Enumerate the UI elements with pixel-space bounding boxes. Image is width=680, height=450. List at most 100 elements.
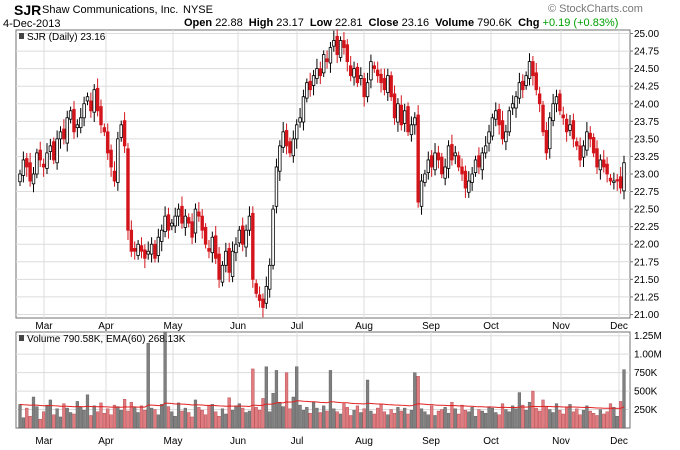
candle-body: [58, 131, 63, 140]
candle-body: [440, 156, 444, 175]
candle-body: [106, 131, 110, 154]
price-tick-label: 23.50: [634, 134, 659, 145]
candle-body: [251, 212, 255, 280]
candle-body: [62, 128, 66, 140]
volume-bar: [217, 415, 221, 429]
price-tick-label: 25.00: [634, 29, 659, 40]
volume-bar: [197, 407, 201, 429]
volume-bar: [173, 415, 177, 429]
candle-body: [504, 131, 508, 143]
volume-bar: [592, 413, 596, 429]
candle-body: [82, 103, 86, 119]
volume-bar: [183, 407, 187, 429]
volume-bar: [106, 408, 110, 429]
candle-body: [68, 110, 73, 120]
candle-body: [564, 118, 569, 133]
volume-bar: [571, 411, 575, 429]
candle-body: [558, 93, 562, 112]
candle-body: [156, 236, 161, 256]
volume-bar: [143, 410, 147, 429]
volume-bar: [119, 410, 123, 429]
volume-bar: [433, 415, 437, 429]
volume-bar: [257, 410, 262, 429]
candle-body: [446, 145, 451, 169]
candle-body: [392, 93, 397, 119]
volume-bar: [305, 407, 309, 429]
candle-body: [146, 250, 150, 255]
volume-bar: [187, 412, 191, 429]
candle-body: [281, 131, 285, 148]
candle-body: [369, 61, 373, 81]
volume-bar: [423, 411, 427, 429]
candle-body: [571, 120, 576, 140]
candle-body: [416, 114, 420, 203]
price-tick-label: 24.75: [634, 47, 659, 58]
volume-bar: [325, 410, 329, 429]
candle-body: [38, 149, 42, 161]
volume-bar: [565, 407, 569, 429]
volume-bar: [585, 405, 589, 429]
candle-body: [45, 152, 49, 169]
volume-bar: [605, 411, 609, 429]
candle-body: [72, 108, 76, 133]
candle-body: [271, 208, 275, 266]
volume-bar: [457, 413, 461, 429]
volume-bar: [470, 407, 474, 429]
volume-bar: [75, 401, 79, 429]
candle-body: [453, 152, 457, 157]
volume-bar: [126, 410, 130, 429]
volume-bar: [227, 397, 231, 429]
candle-body: [456, 155, 461, 168]
candle-body: [517, 82, 522, 99]
close-value: 23.16: [401, 17, 430, 29]
volume-bar: [538, 410, 542, 429]
brand-logo[interactable]: © StockCharts.com: [548, 3, 643, 15]
candle-body: [187, 217, 191, 224]
candle-body: [247, 215, 252, 231]
candle-body: [477, 155, 481, 168]
x-tick-label-bottom: Apr: [98, 436, 114, 447]
candle-body: [514, 96, 518, 109]
candle-body: [328, 47, 333, 64]
volume-bar: [79, 407, 83, 429]
candle-body: [524, 75, 528, 86]
volume-bar: [72, 413, 76, 429]
volume-bar: [608, 403, 613, 429]
volume-bar: [541, 399, 545, 429]
candle-body: [214, 235, 218, 259]
volume-bar: [396, 407, 400, 429]
volume-bar: [244, 412, 248, 429]
candle-body: [200, 215, 204, 231]
volume-bar: [214, 411, 218, 429]
volume-bar: [190, 416, 194, 429]
candle-body: [406, 106, 410, 133]
candle-body: [483, 145, 488, 154]
volume-bar: [524, 410, 528, 429]
candle-body: [254, 283, 258, 294]
volume-bar: [443, 407, 447, 429]
volume-bar: [413, 372, 417, 429]
candle-body: [294, 124, 299, 140]
volume-bar: [487, 406, 491, 429]
volume-bar: [58, 416, 63, 429]
candle-body: [359, 75, 363, 79]
x-tick-label-bottom: Jun: [230, 436, 246, 447]
candle-body: [220, 264, 225, 283]
candle-body: [548, 117, 552, 150]
volume-tick-label: 1.25M: [634, 331, 662, 342]
volume-bar: [612, 407, 616, 429]
x-tick-label-top: Oct: [483, 321, 499, 332]
candle-body: [423, 173, 427, 183]
candle-body: [568, 124, 572, 131]
candle-body: [129, 229, 134, 252]
candle-body: [473, 159, 478, 173]
volume-bar: [531, 390, 535, 429]
volume-bar: [149, 407, 154, 429]
volume-bar: [264, 366, 268, 429]
candle-body: [321, 54, 326, 74]
volume-bar: [28, 415, 32, 429]
volume-bar: [153, 409, 157, 429]
volume-bar: [359, 412, 363, 429]
volume-bar: [247, 410, 252, 429]
candle-body: [136, 243, 140, 256]
